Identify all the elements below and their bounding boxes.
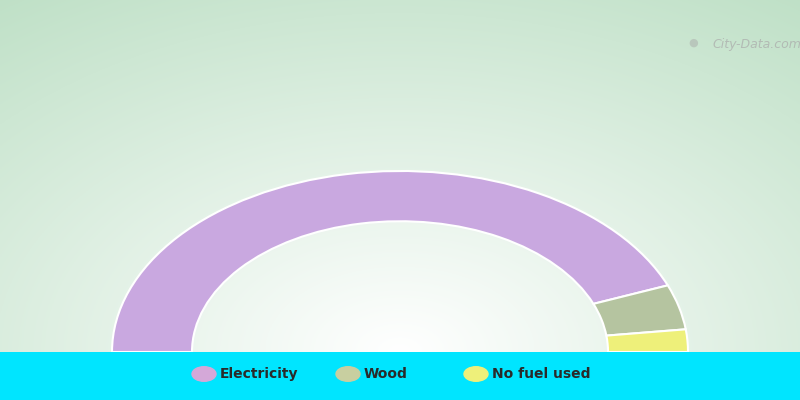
Ellipse shape — [192, 367, 216, 381]
Text: No fuel used: No fuel used — [492, 367, 590, 381]
Ellipse shape — [464, 367, 488, 381]
Wedge shape — [594, 285, 686, 336]
Wedge shape — [112, 171, 668, 352]
Text: City-Data.com: City-Data.com — [712, 38, 800, 51]
Ellipse shape — [336, 367, 360, 381]
Text: Wood: Wood — [364, 367, 408, 381]
Text: Electricity: Electricity — [220, 367, 298, 381]
Text: ●: ● — [688, 38, 698, 48]
Wedge shape — [606, 329, 688, 352]
Text: Most commonly used house heating fuel in apartments in Holly Hill, SC: Most commonly used house heating fuel in… — [24, 14, 776, 34]
